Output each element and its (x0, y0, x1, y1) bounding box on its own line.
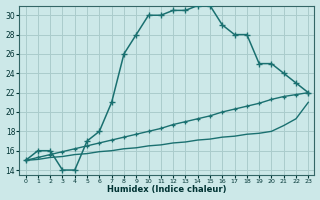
X-axis label: Humidex (Indice chaleur): Humidex (Indice chaleur) (107, 185, 227, 194)
